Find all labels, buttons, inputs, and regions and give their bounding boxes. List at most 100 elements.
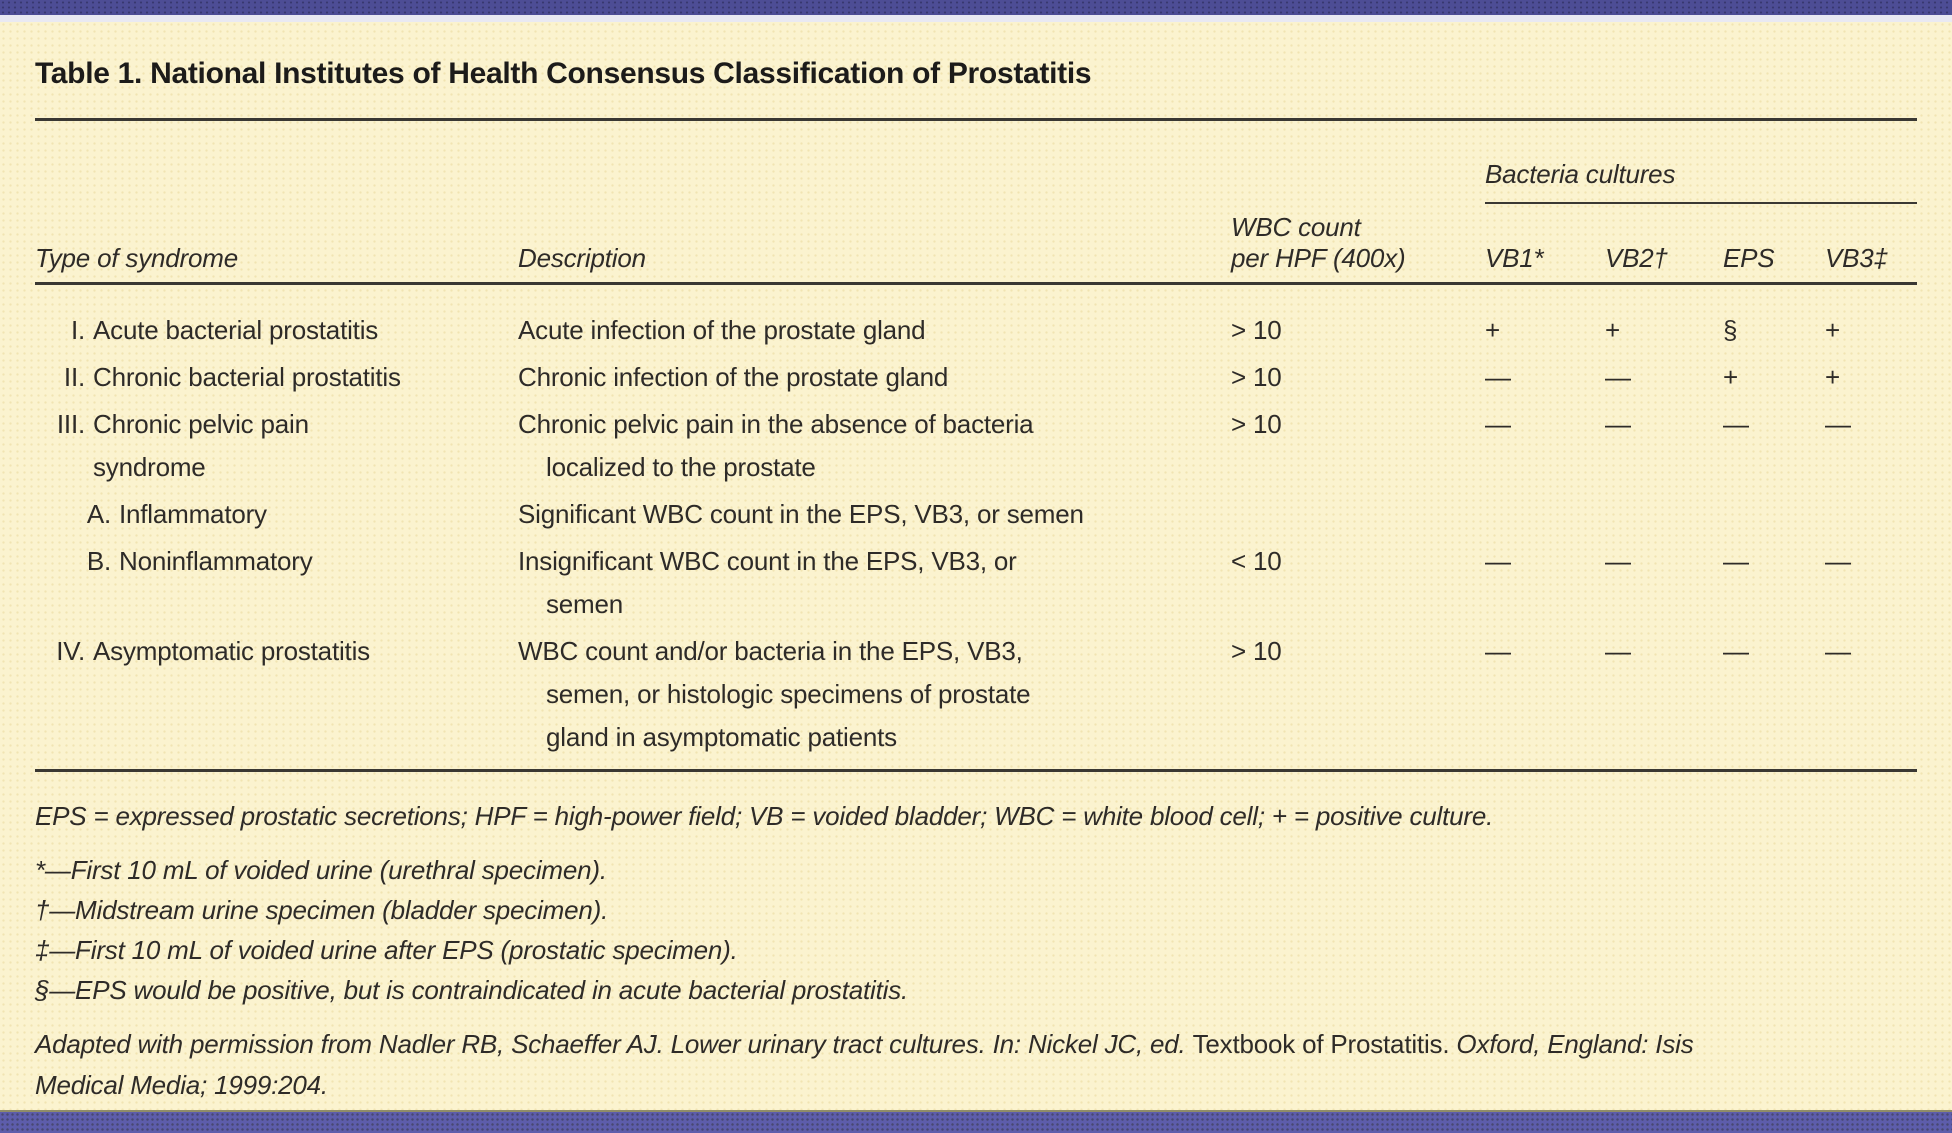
culture-cell-vb3: — bbox=[1825, 409, 1851, 439]
description-cell: Chronic infection of the prostate gland bbox=[518, 356, 1231, 399]
footnote-asterisk: *—First 10 mL of voided urine (urethral … bbox=[35, 855, 607, 885]
page-title: Table 1. National Institutes of Health C… bbox=[35, 57, 1092, 90]
col-header-wbc: WBC count per HPF (400x) bbox=[1231, 212, 1485, 274]
culture-cell-eps: — bbox=[1723, 546, 1749, 576]
type-text: Chronic pelvic pain bbox=[93, 409, 309, 439]
culture-cell-vb1: — bbox=[1485, 546, 1511, 576]
citation-book-title: Textbook of Prostatitis. bbox=[1192, 1029, 1450, 1059]
description-line: Chronic infection of the prostate gland bbox=[518, 362, 949, 392]
type-line: A. Inflammatory bbox=[35, 493, 518, 536]
description-cell: WBC count and/or bacteria in the EPS, VB… bbox=[518, 630, 1231, 759]
type-line: syndrome bbox=[35, 446, 518, 489]
type-cell: II. Chronic bacterial prostatitis bbox=[35, 356, 518, 399]
table-row: II. Chronic bacterial prostatitis Chronic … bbox=[35, 356, 1917, 399]
footnote-section: §—EPS would be positive, but is contrain… bbox=[35, 975, 909, 1005]
col-header-type: Type of syndrome bbox=[35, 243, 238, 273]
culture-cell-vb3: + bbox=[1825, 315, 1840, 345]
culture-cell-eps: § bbox=[1723, 315, 1738, 345]
culture-cell-vb2: + bbox=[1605, 315, 1620, 345]
description-cell: Acute infection of the prostate gland bbox=[518, 309, 1231, 352]
culture-cell-vb3 bbox=[1825, 493, 1917, 536]
description-line: WBC count and/or bacteria in the EPS, VB… bbox=[518, 636, 1023, 666]
row-numeral: IV. bbox=[56, 636, 85, 666]
col-header-wbc-line2: per HPF (400x) bbox=[1231, 243, 1406, 273]
culture-cell-eps bbox=[1723, 493, 1825, 536]
table-row: A. Inflammatory Significant WBC count in t… bbox=[35, 493, 1917, 536]
culture-cell-vb1: — bbox=[1485, 362, 1511, 392]
table-header: Bacteria cultures Type of syndrome Descr… bbox=[35, 121, 1917, 274]
col-header-vb3: VB3‡ bbox=[1825, 243, 1888, 273]
wbc-cell bbox=[1231, 493, 1485, 536]
type-text: Inflammatory bbox=[119, 499, 267, 529]
table-row: B. Noninflammatory Insignificant WBC count… bbox=[35, 540, 1917, 626]
top-border-strip bbox=[0, 15, 1952, 22]
row-numeral bbox=[35, 446, 85, 489]
culture-cell-vb3: — bbox=[1825, 546, 1851, 576]
wbc-cell: < 10 bbox=[1231, 546, 1282, 576]
culture-cell-vb3: + bbox=[1825, 362, 1840, 392]
footer-divider bbox=[35, 769, 1917, 772]
description-line: Chronic pelvic pain in the absence of ba… bbox=[518, 409, 1034, 439]
title-divider bbox=[35, 118, 1917, 121]
culture-cell-vb2 bbox=[1605, 493, 1723, 536]
citation-post: Oxford, England: Isis bbox=[1449, 1029, 1694, 1059]
col-header-description: Description bbox=[518, 243, 646, 273]
description-cell: Significant WBC count in the EPS, VB3, o… bbox=[518, 493, 1231, 536]
type-text: Chronic bacterial prostatitis bbox=[93, 362, 401, 392]
type-cell: IV. Asymptomatic prostatitis bbox=[35, 630, 518, 759]
culture-cell-vb1 bbox=[1485, 493, 1605, 536]
row-numeral: B. bbox=[86, 546, 111, 576]
footnote-double-dagger: ‡—First 10 mL of voided urine after EPS … bbox=[35, 935, 738, 965]
type-line: B. Noninflammatory bbox=[35, 540, 518, 583]
type-cell: I. Acute bacterial prostatitis bbox=[35, 309, 518, 352]
table-row: IV. Asymptomatic prostatitis WBC count and… bbox=[35, 630, 1917, 759]
citation-line2: Medical Media; 1999:204. bbox=[35, 1070, 328, 1100]
culture-cell-vb1: — bbox=[1485, 409, 1511, 439]
row-numeral: II. bbox=[63, 362, 85, 392]
bottom-border-bar bbox=[0, 1110, 1952, 1133]
type-text: Noninflammatory bbox=[119, 546, 313, 576]
description-line: gland in asymptomatic patients bbox=[546, 722, 897, 752]
header-divider bbox=[35, 282, 1917, 285]
wbc-cell: > 10 bbox=[1231, 409, 1282, 439]
culture-cell-eps: — bbox=[1723, 409, 1749, 439]
table-row: I. Acute bacterial prostatitis Acute infec… bbox=[35, 309, 1917, 352]
description-line: semen, or histologic specimens of prosta… bbox=[546, 679, 1031, 709]
top-border-bar bbox=[0, 0, 1952, 15]
group-header-bacteria-cultures: Bacteria cultures bbox=[1485, 158, 1917, 204]
citation-pre: Adapted with permission from Nadler RB, … bbox=[35, 1029, 1193, 1059]
culture-cell-vb1: + bbox=[1485, 315, 1500, 345]
abbreviation-note: EPS = expressed prostatic secretions; HP… bbox=[35, 801, 1494, 831]
type-text: syndrome bbox=[93, 452, 206, 482]
description-line: semen bbox=[546, 589, 624, 619]
row-numeral: I. bbox=[70, 315, 85, 345]
footnotes: EPS = expressed prostatic secretions; HP… bbox=[35, 772, 1917, 1106]
row-numeral: III. bbox=[56, 409, 85, 439]
wbc-cell: > 10 bbox=[1231, 362, 1282, 392]
wbc-cell: > 10 bbox=[1231, 636, 1282, 666]
col-header-wbc-line1: WBC count bbox=[1231, 212, 1361, 242]
culture-cell-eps: + bbox=[1723, 362, 1738, 392]
table-row: III. Chronic pelvic pain syndrome Chronic p… bbox=[35, 403, 1917, 489]
culture-cell-vb1: — bbox=[1485, 636, 1511, 666]
type-cell: B. Noninflammatory bbox=[35, 540, 518, 626]
col-header-vb2: VB2† bbox=[1605, 243, 1668, 273]
culture-cell-vb3: — bbox=[1825, 636, 1851, 666]
col-header-vb1: VB1* bbox=[1485, 243, 1544, 273]
culture-cell-vb2: — bbox=[1605, 409, 1631, 439]
col-header-eps: EPS bbox=[1723, 243, 1775, 273]
culture-cell-vb2: — bbox=[1605, 636, 1631, 666]
type-cell: A. Inflammatory bbox=[35, 493, 518, 536]
citation: Adapted with permission from Nadler RB, … bbox=[35, 1024, 1917, 1106]
type-line: IV. Asymptomatic prostatitis bbox=[35, 630, 518, 673]
description-line: Insignificant WBC count in the EPS, VB3,… bbox=[518, 546, 1017, 576]
description-line: Significant WBC count in the EPS, VB3, o… bbox=[518, 499, 1084, 529]
type-cell: III. Chronic pelvic pain syndrome bbox=[35, 403, 518, 489]
footnote-dagger: †—Midstream urine specimen (bladder spec… bbox=[35, 895, 609, 925]
description-line: Acute infection of the prostate gland bbox=[518, 315, 926, 345]
type-line: II. Chronic bacterial prostatitis bbox=[35, 356, 518, 399]
description-cell: Insignificant WBC count in the EPS, VB3,… bbox=[518, 540, 1231, 626]
type-text: Asymptomatic prostatitis bbox=[93, 636, 370, 666]
row-numeral: A. bbox=[86, 499, 111, 529]
